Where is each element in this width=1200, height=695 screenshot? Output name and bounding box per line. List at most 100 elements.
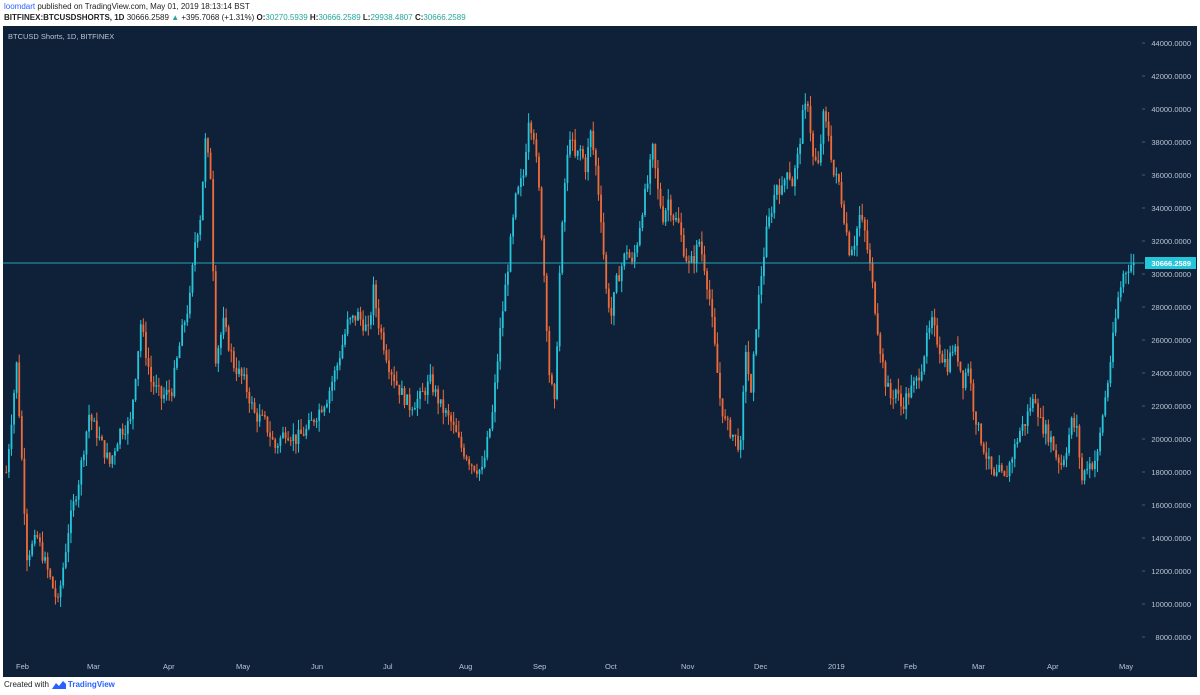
candle-body	[152, 381, 155, 387]
candle-body	[835, 174, 838, 176]
candle-body	[33, 534, 36, 544]
candle-body	[10, 424, 13, 449]
candle-body	[494, 382, 496, 413]
candle-body	[183, 322, 186, 325]
chart-panel[interactable]: 44000.0000 42000.0000 40000.0000 38000.0000…	[3, 26, 1197, 677]
candle-body	[866, 230, 869, 250]
candle-body	[768, 216, 771, 227]
high-label: H:	[309, 13, 319, 22]
candle-body	[1026, 411, 1029, 427]
candle-body	[419, 391, 421, 399]
candle-body	[1119, 287, 1122, 298]
candle-body	[253, 402, 256, 413]
last-price: 30666.2589	[126, 13, 169, 22]
candle-body	[194, 242, 196, 265]
candle-body	[411, 409, 414, 411]
candle-body	[956, 346, 959, 362]
candle-body	[786, 172, 789, 180]
candle-body	[168, 389, 171, 393]
y-tick-label: 32000.0000	[1151, 237, 1191, 246]
candle-body	[7, 448, 10, 473]
candle-body	[863, 219, 866, 231]
candle-body	[390, 372, 393, 375]
candle-body	[442, 399, 445, 413]
candle-body	[543, 238, 546, 276]
candle-body	[610, 307, 613, 316]
candle-body	[672, 215, 675, 220]
candle-body	[225, 317, 227, 328]
candle-body	[553, 383, 556, 399]
candle-body	[889, 383, 892, 399]
author-link[interactable]: loomdart	[4, 2, 36, 11]
candle-body	[783, 179, 786, 186]
candle-body	[951, 351, 954, 353]
candle-body	[566, 154, 569, 184]
candlestick-chart[interactable]: 44000.0000 42000.0000 40000.0000 38000.0000…	[3, 26, 1197, 677]
candle-body	[82, 454, 85, 461]
candle-body	[613, 292, 615, 316]
candle-body	[1060, 463, 1063, 465]
candle-body	[196, 234, 199, 243]
candle-body	[827, 121, 830, 136]
candle-body	[1008, 462, 1011, 477]
candle-body	[667, 199, 670, 211]
candle-body	[620, 266, 623, 282]
tradingview-link[interactable]: TradingView	[67, 680, 115, 689]
candle-body	[157, 385, 160, 387]
candle-body	[887, 383, 889, 387]
candle-body	[145, 331, 147, 359]
candle-body	[967, 368, 970, 373]
candle-body	[263, 415, 266, 417]
candle-body	[907, 393, 910, 398]
candle-body	[801, 110, 804, 144]
candle-body	[111, 455, 114, 464]
candle-body	[364, 324, 367, 331]
candle-body	[315, 420, 318, 423]
candle-body	[124, 433, 127, 435]
candle-body	[548, 330, 551, 376]
candle-body	[476, 470, 478, 474]
candle-body	[362, 319, 365, 331]
candle-body	[876, 313, 879, 335]
candle-body	[897, 389, 900, 394]
candle-body	[101, 436, 103, 441]
candle-body	[163, 394, 165, 399]
candle-body	[230, 350, 233, 352]
candle-body	[54, 588, 57, 598]
candle-body	[1125, 273, 1127, 275]
candle-body	[119, 428, 121, 445]
candle-body	[377, 308, 380, 329]
candle-body	[920, 371, 923, 381]
y-tick-label: 22000.0000	[1151, 402, 1191, 411]
candle-body	[351, 315, 354, 319]
candle-body	[181, 324, 184, 346]
candle-body	[563, 183, 566, 223]
candle-body	[781, 185, 783, 195]
candle-body	[318, 409, 321, 421]
candle-body	[452, 421, 455, 425]
candle-body	[913, 380, 915, 386]
candle-body	[600, 194, 602, 223]
candle-body	[243, 374, 246, 376]
candle-body	[721, 398, 724, 417]
candle-body	[700, 241, 703, 255]
candle-body	[592, 130, 595, 151]
candle-body	[760, 276, 763, 295]
candle-body	[349, 318, 352, 320]
candle-body	[328, 390, 331, 404]
candle-body	[638, 228, 641, 245]
candle-body	[649, 159, 652, 184]
y-tick-label: 28000.0000	[1151, 303, 1191, 312]
candle-body	[126, 421, 129, 434]
candle-body	[395, 380, 398, 385]
candle-body	[307, 419, 310, 429]
candle-body	[26, 513, 28, 561]
candle-body	[814, 156, 817, 161]
y-tick-label: 16000.0000	[1151, 501, 1191, 510]
candle-body	[1127, 271, 1130, 274]
candle-body	[382, 332, 385, 351]
candle-body	[1130, 265, 1133, 272]
last-price-badge	[1145, 257, 1196, 270]
candle-body	[734, 434, 737, 437]
candle-body	[465, 456, 468, 460]
